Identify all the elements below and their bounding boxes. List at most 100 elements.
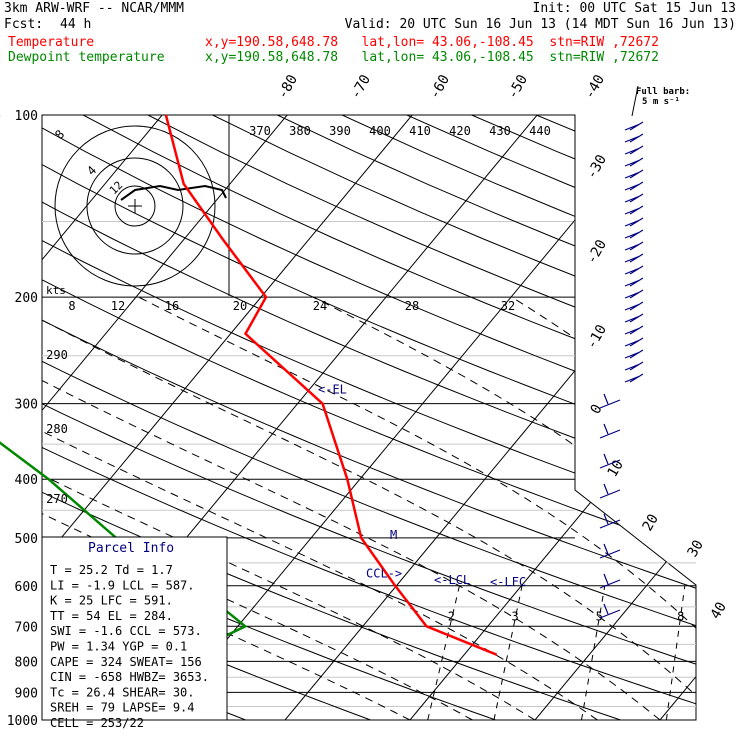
pressure-tick-label: 200: [15, 291, 38, 306]
temperature-tick-label: -50: [505, 72, 532, 102]
parcel-row: CELL = 253/22: [50, 716, 144, 730]
hodograph-ring-label: 8: [52, 127, 67, 142]
dewpoint-legend: Dewpoint temperature: [8, 50, 165, 65]
wind-barb: [624, 121, 644, 131]
dry-adiabat: [731, 115, 740, 720]
wind-barb: [599, 513, 621, 529]
theta-e-tick-label: 370: [249, 124, 271, 138]
temperature-curve: [164, 114, 498, 656]
hodograph-ring: [86, 157, 184, 255]
hodograph-ring-label: 4: [84, 163, 99, 178]
hodograph-ring: [54, 125, 216, 287]
theta-e-tick-label: 400: [369, 124, 391, 138]
valid-time: Valid: 20 UTC Sun 16 Jun 13 (14 MDT Sun …: [344, 17, 736, 32]
dry-adiabat: [471, 115, 696, 720]
dry-adiabat: [665, 115, 696, 720]
parcel-row: CAPE = 324 SWEAT= 156: [50, 655, 202, 669]
hodograph-speed-label: 28: [405, 299, 419, 313]
wind-barb: [624, 229, 644, 239]
wind-barb: [624, 181, 644, 191]
theta-e-tick-label: 430: [489, 124, 511, 138]
wind-barb: [599, 483, 621, 499]
sounding-annotation: M: [390, 528, 397, 542]
pressure-tick-label: 1000: [7, 714, 38, 729]
wind-barb: [624, 133, 644, 143]
pressure-tick-label: 100: [15, 109, 38, 124]
wind-barb: [624, 241, 644, 251]
wind-barb: [624, 253, 644, 263]
wind-barb: [624, 349, 644, 359]
dewpoint-location: x,y=190.58,648.78 lat,lon= 43.06,-108.45…: [205, 50, 659, 65]
temperature-tick-label: -10: [584, 322, 611, 352]
parcel-box: [41, 536, 228, 721]
hodograph-speed-label: 32: [501, 299, 515, 313]
dry-adiabat: [42, 115, 371, 720]
hodograph-speed-label: 16: [165, 299, 179, 313]
init-time: Init: 00 UTC Sat 15 Jun 13: [532, 1, 737, 16]
pressure-tick-label: 900: [15, 686, 38, 701]
moist-adiabat: [42, 296, 696, 720]
theta-e-tick-label: 440: [529, 124, 551, 138]
mixing-ratio-label: 5: [596, 609, 603, 623]
isotherm-line: [42, 115, 288, 720]
parcel-row: PW = 1.34 YGP = 0.1: [50, 640, 187, 654]
isotherm-line: [534, 115, 696, 720]
sounding-annotation: <-LFC: [490, 575, 526, 589]
parcel-row: SREH = 79 LAPSE= 9.4: [50, 701, 195, 715]
wind-barb: [624, 325, 644, 335]
dry-adiabat: [341, 115, 696, 720]
barb-legend-title: Full barb:: [636, 87, 690, 97]
moist-adiabat: [138, 296, 696, 720]
wind-barb: [599, 423, 621, 439]
theta-tick-label: 280: [46, 422, 68, 436]
mixing-ratio-label: 8: [677, 609, 684, 623]
parcel-row: SWI = -1.6 CCL = 573.: [50, 624, 202, 638]
temperature-tick-label: -30: [584, 152, 611, 182]
forecast-hour: 44 h: [60, 17, 92, 32]
isotherm-line: [159, 115, 663, 720]
dry-adiabat: [42, 115, 696, 720]
mixing-ratio-line: [581, 585, 606, 720]
barb-legend-symbol: [631, 85, 639, 117]
forecast-label: Fcst:: [4, 17, 44, 32]
pressure-tick-label: 500: [15, 532, 38, 547]
isotherm-line: [284, 115, 696, 720]
temperature-tick-label: -40: [582, 72, 609, 102]
hodograph-speed-label: 20: [233, 299, 247, 313]
isotherm-line: [42, 115, 163, 720]
theta-e-tick-label: 390: [329, 124, 351, 138]
pressure-tick-label: 300: [15, 398, 38, 413]
pressure-tick-label: 400: [15, 473, 38, 488]
dry-adiabat: [277, 115, 696, 720]
dry-adiabat: [42, 115, 696, 720]
temperature-tick-label: 0: [588, 402, 606, 417]
moist-adiabat: [312, 296, 696, 720]
mixing-ratio-line: [427, 585, 460, 720]
mixing-ratio-line: [493, 585, 523, 720]
theta-e-tick-label: 410: [409, 124, 431, 138]
wind-barb: [624, 169, 644, 179]
wind-barb: [599, 453, 621, 469]
moist-adiabat: [511, 296, 696, 720]
theta-e-tick-label: 420: [449, 124, 471, 138]
dry-adiabat: [42, 115, 696, 720]
wind-barb: [599, 603, 621, 619]
mixing-ratio-line: [665, 585, 686, 720]
wind-barb: [624, 145, 644, 155]
pressure-tick-label: 600: [15, 580, 38, 595]
hodograph-ring-label: 12: [107, 179, 126, 198]
wind-barb: [624, 205, 644, 215]
temperature-tick-label: -60: [427, 72, 454, 102]
parcel-row: K = 25 LFC = 591.: [50, 594, 173, 608]
parcel-row: CIN = -658 HWBZ= 3653.: [50, 670, 209, 684]
moist-adiabat: [42, 296, 411, 720]
sounding-annotation: <-LCL: [434, 573, 470, 587]
wind-barbs: Full barb:5 m s⁻¹: [599, 85, 690, 619]
sounding-annotation: CCL->: [366, 567, 402, 581]
wind-barb: [624, 301, 644, 311]
temperature-tick-label: 40: [708, 599, 730, 622]
wind-barb: [599, 393, 621, 409]
temperature-legend: Temperature: [8, 35, 95, 50]
wind-barb: [624, 193, 644, 203]
